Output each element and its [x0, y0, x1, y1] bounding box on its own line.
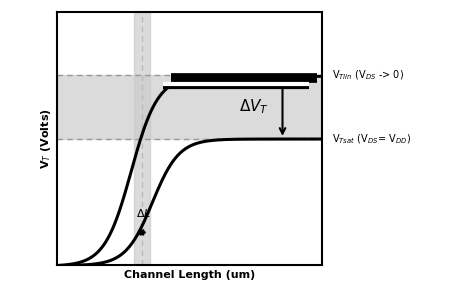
Text: $\Delta V_T$: $\Delta V_T$: [239, 98, 269, 117]
X-axis label: Channel Length (um): Channel Length (um): [124, 270, 255, 279]
Bar: [57, 76, 322, 139]
Text: V$_{Tsat}$ (V$_{DS}$= V$_{DD}$): V$_{Tsat}$ (V$_{DS}$= V$_{DD}$): [332, 132, 411, 145]
Text: V$_{Tlin}$ (V$_{DS}$ -> 0): V$_{Tlin}$ (V$_{DS}$ -> 0): [332, 69, 404, 82]
Bar: [134, 12, 150, 265]
Y-axis label: V$_T$ (Volts): V$_T$ (Volts): [39, 108, 53, 169]
Text: $\Delta L$: $\Delta L$: [136, 206, 151, 218]
